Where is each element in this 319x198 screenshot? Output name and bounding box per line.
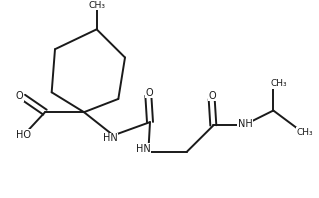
Text: HN: HN — [103, 133, 118, 143]
Text: CH₃: CH₃ — [270, 79, 287, 88]
Text: O: O — [145, 88, 153, 98]
Text: HO: HO — [16, 130, 31, 140]
Text: CH₃: CH₃ — [297, 128, 313, 137]
Text: NH: NH — [238, 119, 253, 129]
Text: CH₃: CH₃ — [88, 1, 105, 10]
Text: O: O — [16, 91, 23, 101]
Text: O: O — [209, 91, 217, 101]
Text: HN: HN — [136, 144, 151, 154]
